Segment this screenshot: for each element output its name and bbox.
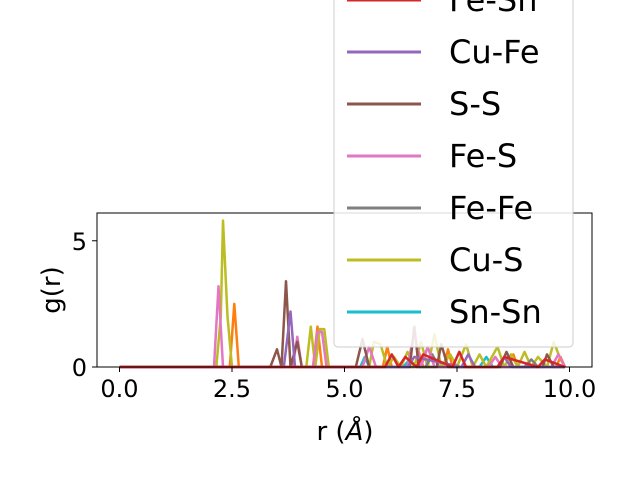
legend-entries: Fe-Sn Cu-Fe S-S Fe-S Fe-Fe Cu-S Sn-Sn bbox=[347, 0, 542, 331]
x-axis-title-close: ) bbox=[363, 417, 373, 447]
y-tick-label: 5 bbox=[72, 228, 87, 256]
y-axis-ticks: 05 bbox=[72, 228, 97, 382]
legend-label-cu-s: Cu-S bbox=[449, 241, 523, 279]
x-axis-ticks: 0.0 2.5 5.0 7.5 10.0 bbox=[100, 367, 596, 403]
legend-label-fe-sn: Fe-Sn bbox=[449, 0, 537, 19]
y-tick-label: 0 bbox=[72, 354, 87, 382]
y-axis-title: g(r) bbox=[37, 266, 67, 313]
x-tick-label: 2.5 bbox=[213, 375, 251, 403]
legend: Fe-Sn Cu-Fe S-S Fe-S Fe-Fe Cu-S Sn-Sn bbox=[333, 0, 574, 348]
legend-label-fe-fe: Fe-Fe bbox=[449, 189, 533, 227]
x-axis-title-main: r ( bbox=[316, 417, 345, 447]
legend-label-fe-s: Fe-S bbox=[449, 137, 517, 175]
x-tick-label: 10.0 bbox=[543, 375, 596, 403]
x-axis-title: r (Å) bbox=[316, 415, 373, 447]
x-axis-title-unit: Å bbox=[344, 415, 364, 447]
x-tick-label: 7.5 bbox=[438, 375, 476, 403]
legend-label-sn-sn: Sn-Sn bbox=[449, 293, 542, 331]
x-tick-label: 0.0 bbox=[100, 375, 138, 403]
legend-label-cu-fe: Cu-Fe bbox=[449, 33, 540, 71]
legend-label-s-s: S-S bbox=[449, 85, 501, 123]
x-tick-label: 5.0 bbox=[325, 375, 363, 403]
